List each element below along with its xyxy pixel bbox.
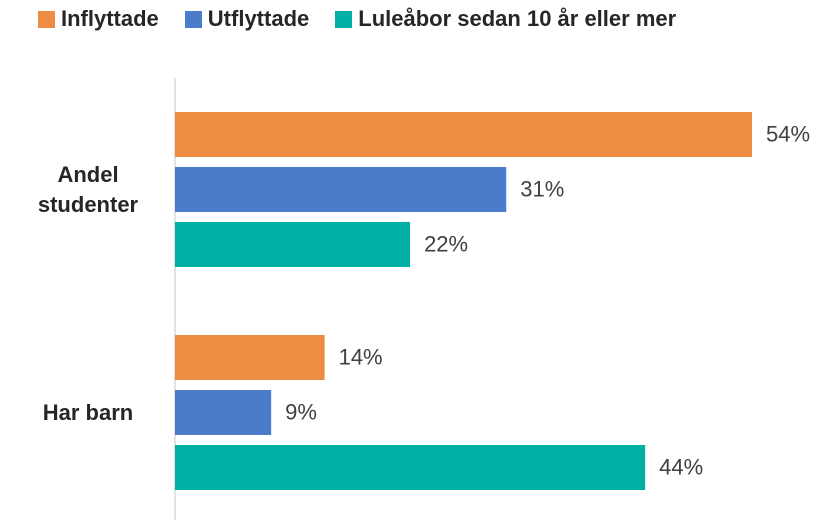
legend-item: Utflyttade bbox=[184, 6, 310, 32]
category-label: Andel studenter bbox=[37, 161, 139, 217]
legend-label: Inflyttade bbox=[61, 6, 159, 31]
category-label: Har barn bbox=[42, 399, 134, 425]
legend-item: Inflyttade bbox=[38, 6, 159, 32]
value-label: 54% bbox=[766, 121, 810, 146]
value-label: 14% bbox=[339, 344, 383, 369]
legend-item: Luleåbor sedan 10 år eller mer bbox=[335, 6, 676, 32]
value-label: 9% bbox=[285, 399, 317, 424]
bar bbox=[175, 335, 325, 380]
legend-label: Luleåbor sedan 10 år eller mer bbox=[358, 6, 677, 31]
bar bbox=[175, 390, 272, 435]
bar bbox=[175, 222, 411, 267]
legend-swatch bbox=[184, 10, 202, 28]
legend-swatch bbox=[335, 10, 353, 28]
bar bbox=[175, 167, 507, 212]
value-label: 44% bbox=[659, 454, 703, 479]
legend-swatch bbox=[38, 10, 55, 28]
value-label: 22% bbox=[424, 231, 468, 256]
bar bbox=[175, 112, 752, 157]
bar bbox=[175, 445, 646, 490]
legend: Inflyttade Utflyttade Luleåbor sedan 10 år… bbox=[38, 6, 676, 32]
legend-label: Utflyttade bbox=[207, 6, 310, 31]
value-label: 31% bbox=[520, 176, 564, 201]
